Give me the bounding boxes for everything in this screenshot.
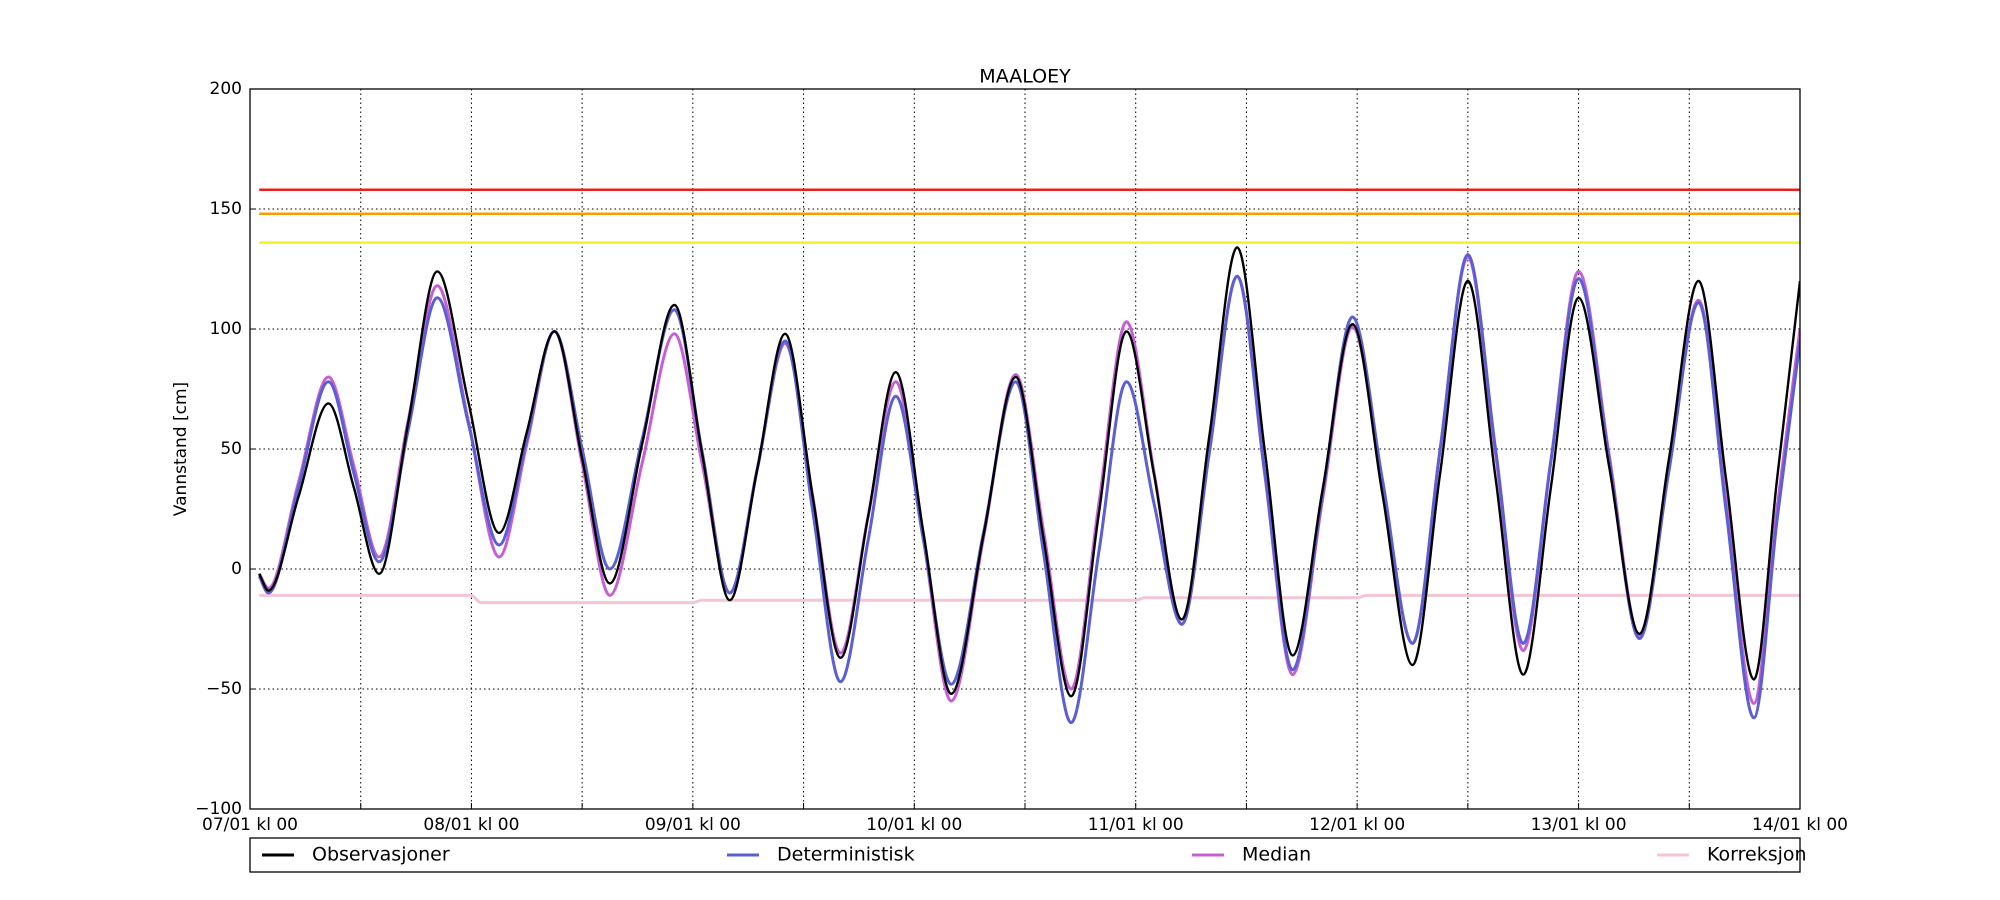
series-line [258,246,1800,698]
y-tick-label: 200 [210,79,242,99]
x-tick-label: 07/01 kl 00 [202,815,298,835]
x-tick-label: 10/01 kl 00 [866,815,962,835]
y-tick-label: −50 [206,679,242,699]
chart-title: MAALOEY [979,66,1071,88]
y-axis-label: Vannstand [cm] [171,382,191,516]
legend-label: Deterministisk [777,844,915,866]
x-tick-label: 09/01 kl 00 [645,815,741,835]
x-tick-label: 14/01 kl 00 [1752,815,1848,835]
y-tick-label: 100 [210,319,242,339]
legend-label: Korreksjon [1707,844,1807,866]
x-tick-label: 12/01 kl 00 [1309,815,1405,835]
y-tick-label: 150 [210,199,242,219]
y-tick-label: 0 [231,559,242,579]
y-tick-label: −100 [195,799,242,819]
legend-label: Median [1242,844,1311,866]
plot-frame [249,88,1801,810]
legend-label: Observasjoner [312,844,450,866]
x-tick-label: 13/01 kl 00 [1531,815,1627,835]
x-tick-label: 11/01 kl 00 [1088,815,1184,835]
series-line [259,593,1800,605]
y-tick-label: 50 [220,439,242,459]
legend-box [249,837,1801,873]
x-tick-label: 08/01 kl 00 [423,815,519,835]
